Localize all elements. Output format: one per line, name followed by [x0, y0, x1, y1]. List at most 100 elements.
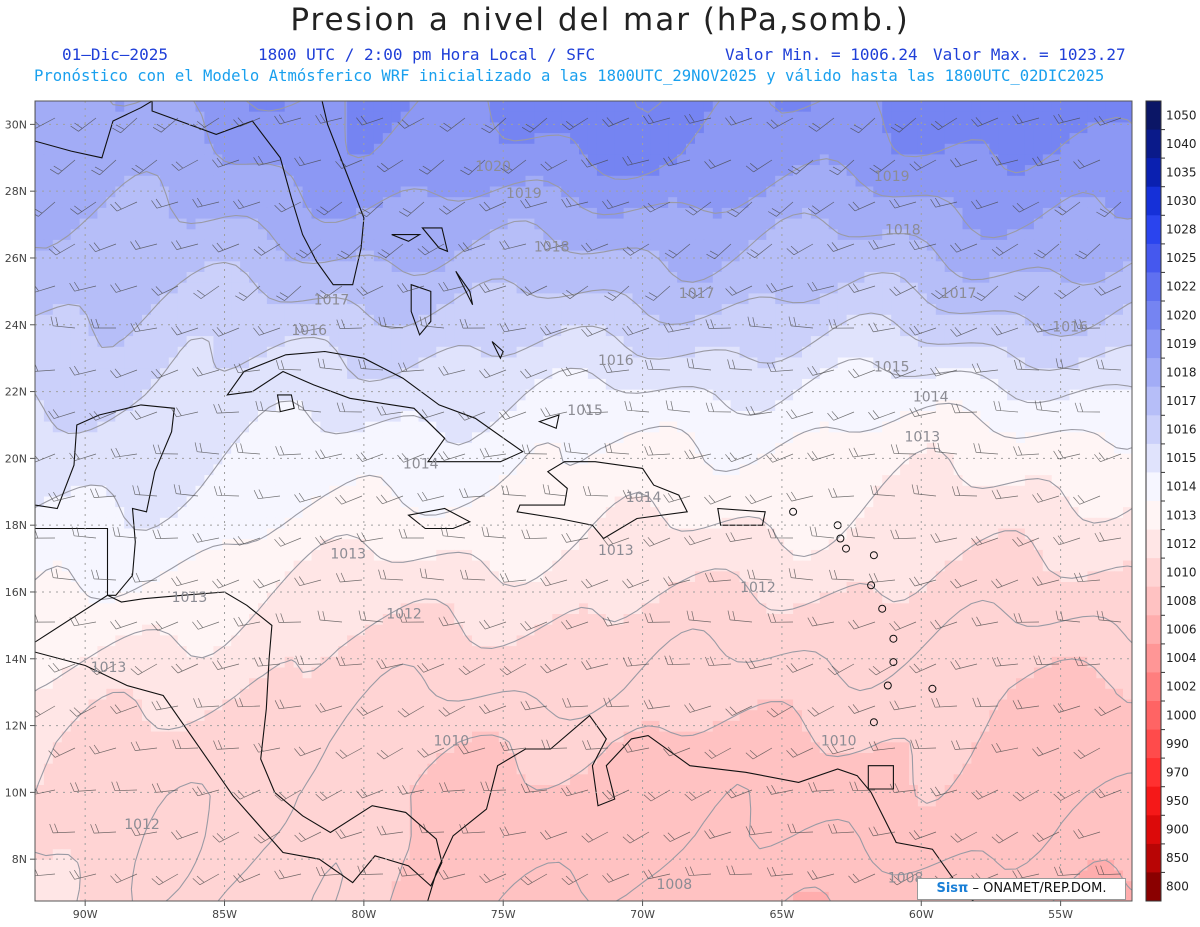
colorbar-label: 1002	[1166, 680, 1197, 694]
contour-label: 1008	[657, 877, 693, 893]
lon-label: 60W	[909, 908, 934, 921]
colorbar-label: 1040	[1166, 137, 1197, 151]
colorbar-swatch	[1146, 329, 1161, 359]
time-info: 1800 UTC / 2:00 pm Hora Local / SFC	[258, 45, 596, 64]
contour-label: 1014	[913, 390, 949, 406]
colorbar-label: 1020	[1166, 308, 1197, 322]
coast-bahamas-eleuthera	[455, 270, 474, 305]
colorbar-label: 950	[1166, 794, 1189, 808]
map-frame	[34, 100, 1133, 902]
coast-gulf-coast	[35, 101, 154, 159]
contour-label: 1010	[434, 734, 470, 750]
colorbar-swatch	[1146, 843, 1161, 873]
contour-label: 1014	[403, 456, 439, 472]
coast-puerto-rico	[717, 507, 766, 526]
contour-label: 1019	[506, 186, 542, 202]
contour-label: 1013	[598, 543, 634, 559]
colorbar-swatch	[1146, 729, 1161, 759]
colorbar-swatch	[1146, 558, 1161, 588]
colorbar-swatch	[1146, 643, 1161, 673]
colorbar-label: 990	[1166, 737, 1189, 751]
contour-label: 1016	[598, 353, 634, 369]
coast-island	[869, 551, 878, 560]
lon-label: 85W	[212, 908, 237, 921]
colorbar-label: 1015	[1166, 451, 1197, 465]
wind-barb-set	[35, 113, 1122, 886]
colorbar: 1050 1040 1035 1030 1028 1025 1022 1020 1019 1018…	[1145, 100, 1197, 902]
isobar-1010	[389, 658, 1132, 901]
lon-label: 80W	[351, 908, 376, 921]
longitude-labels: 90W 85W 80W 75W 70W 65W 60W 55W	[73, 901, 1073, 921]
lat-label: 16N	[5, 586, 27, 599]
colorbar-swatch	[1146, 872, 1161, 902]
colorbar-frame	[1145, 100, 1162, 902]
sis-logo: Sisπ	[936, 881, 969, 896]
isobar-1013	[35, 447, 1132, 692]
contour-label: 1016	[291, 323, 327, 339]
contour-label: 1013	[905, 430, 941, 446]
colorbar-swatch	[1146, 415, 1161, 445]
colorbar-swatch	[1146, 186, 1161, 216]
colorbar-label: 900	[1166, 823, 1189, 837]
credit-box: Sisπ – ONAMET/REP.DOM.	[917, 878, 1126, 900]
colorbar-label: 1000	[1166, 708, 1197, 722]
colorbar-swatch	[1146, 301, 1161, 331]
forecast-info: Pronóstico con el Modelo Atmósferico WRF…	[34, 67, 1105, 85]
lon-label: 55W	[1048, 908, 1073, 921]
forecast-date: 01–Dic–2025	[62, 45, 168, 64]
colorbar-swatch	[1146, 615, 1161, 645]
contour-label: 1015	[567, 403, 603, 419]
colorbar-label: 1006	[1166, 623, 1197, 637]
coast-island	[928, 684, 937, 693]
isobar-1012	[35, 530, 1132, 901]
isobar-1015	[35, 358, 1132, 531]
coast-island	[878, 604, 887, 613]
graticule	[35, 101, 1132, 901]
lat-label: 22N	[5, 386, 27, 399]
coast-island	[883, 681, 892, 690]
colorbar-label: 970	[1166, 765, 1189, 779]
isobar-1016	[35, 312, 1132, 435]
colorbar-label: 1010	[1166, 565, 1197, 579]
colorbar-swatch	[1146, 443, 1161, 473]
coast-bahamas-long	[491, 341, 504, 360]
colorbar-label: 1017	[1166, 394, 1197, 408]
coast-island	[889, 634, 898, 643]
colorbar-label: 1019	[1166, 337, 1197, 351]
colorbar-swatch	[1146, 158, 1161, 188]
colorbar-label: 1030	[1166, 194, 1197, 208]
pressure-map: 1020 1019 1019 1018 1018 1017 1017 1017 1016 1016…	[5, 100, 1197, 921]
lon-label: 65W	[769, 908, 794, 921]
coast-island	[889, 658, 898, 667]
latitude-labels: 30N 28N 26N 24N 22N 20N 18N 16N 14N 12N 10N 8N	[5, 118, 35, 866]
colorbar-swatch	[1146, 101, 1161, 131]
colorbar-label: 1013	[1166, 508, 1197, 522]
colorbar-swatch	[1146, 586, 1161, 616]
lat-label: 28N	[5, 185, 27, 198]
colorbar-label: 1028	[1166, 223, 1197, 237]
lat-label: 8N	[12, 853, 27, 866]
contour-label: 1020	[475, 159, 511, 175]
coastlines	[35, 101, 975, 901]
colorbar-swatch	[1146, 758, 1161, 788]
lon-label: 75W	[491, 908, 516, 921]
colorbar-swatch	[1146, 815, 1161, 845]
contour-label: 1012	[124, 817, 160, 833]
colorbar-label: 1016	[1166, 423, 1197, 437]
lat-label: 12N	[5, 720, 27, 733]
colorbar-label: 1050	[1166, 108, 1197, 122]
min-value: Valor Min. = 1006.24	[725, 45, 918, 64]
contour-label: 1013	[91, 660, 127, 676]
coast-bahamas-andros	[410, 283, 432, 336]
isobar-1014	[35, 402, 1132, 601]
colorbar-swatch	[1146, 672, 1161, 702]
coast-island	[842, 544, 850, 553]
colorbar-label: 1004	[1166, 651, 1197, 665]
contour-label: 1017	[314, 293, 350, 309]
coast-bahamas-abaco	[421, 227, 449, 253]
max-value: Valor Max. = 1023.27	[933, 45, 1126, 64]
colorbar-label: 1035	[1166, 165, 1197, 179]
lat-label: 10N	[5, 786, 27, 799]
isobar-1019	[109, 101, 1132, 239]
colorbar-swatch	[1146, 529, 1161, 559]
